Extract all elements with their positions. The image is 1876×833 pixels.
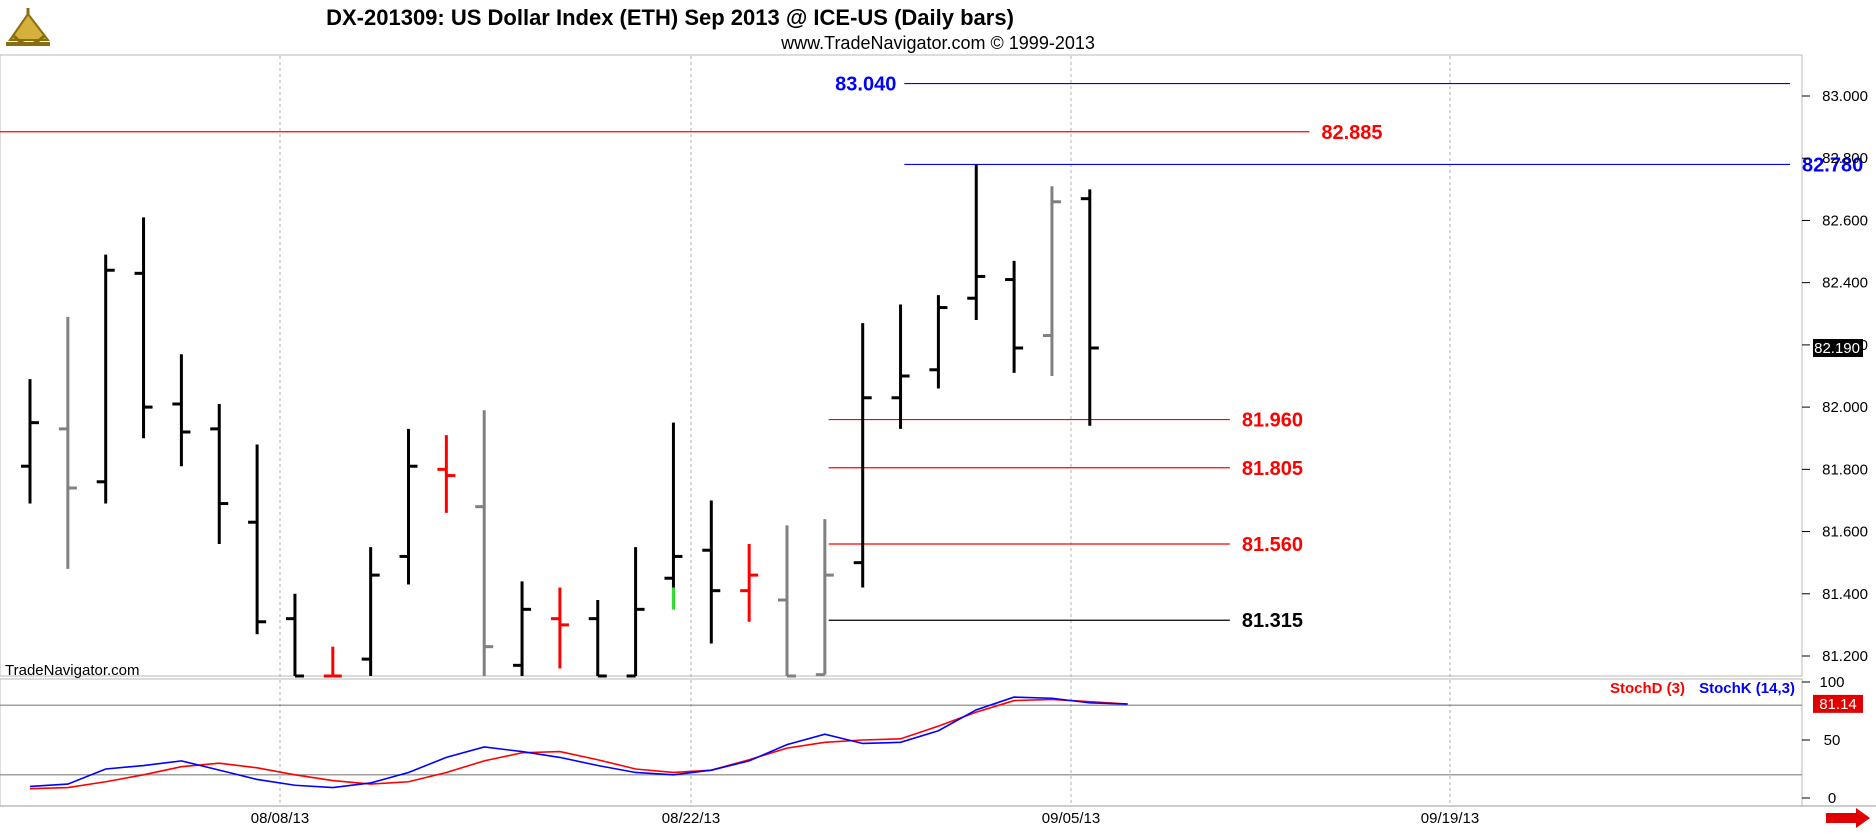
ohlc-bar <box>361 547 380 676</box>
last-price-label: 82.190 <box>1814 340 1860 357</box>
x-axis: 08/08/13 08/22/13 09/05/13 09/19/13 <box>251 810 1479 827</box>
ohlc-bar <box>740 544 759 622</box>
ohlc-bar <box>664 422 683 610</box>
ohlc-bar <box>21 379 39 504</box>
ohlc-bar <box>513 581 532 676</box>
level-label: 81.315 <box>1242 610 1303 632</box>
grid <box>279 56 1451 806</box>
price-panel-frame <box>0 54 1803 677</box>
ohlc-bar <box>778 525 796 678</box>
y-tick-label: 81.800 <box>1822 461 1868 478</box>
ohlc-bar <box>1042 186 1061 376</box>
ohlc-bar <box>134 217 153 439</box>
ohlc-bar <box>550 587 569 669</box>
stoch-y-tick-label: 0 <box>1828 790 1836 807</box>
ohlc-bar <box>929 295 948 389</box>
stoch-last-value-box <box>1813 694 1863 713</box>
y-tick-label: 82.600 <box>1822 212 1868 229</box>
ohlc-bar <box>853 323 872 588</box>
ohlc-bar <box>210 404 229 544</box>
y-tick-label: 81.400 <box>1822 586 1868 603</box>
x-tick-label: 09/05/13 <box>1042 810 1100 827</box>
legend-stochk: StochK (14,3) <box>1699 680 1795 697</box>
ohlc-bars <box>21 164 1099 678</box>
ohlc-bar <box>248 444 267 635</box>
ohlc-bar <box>1080 189 1099 426</box>
stoch-y-tick-label: 100 <box>1819 674 1844 691</box>
x-tick-label: 08/22/13 <box>662 810 720 827</box>
ohlc-bar <box>285 593 304 678</box>
level-lines: 83.040 82.885 82.780 81.960 81.805 81.560 81.3… <box>0 74 1863 632</box>
chart-title: DX-201309: US Dollar Index (ETH) Sep 201… <box>326 5 1014 30</box>
y-tick-label: 83.000 <box>1822 88 1868 105</box>
ohlc-bar <box>172 354 191 467</box>
level-label: 81.805 <box>1242 458 1303 480</box>
chart-subtitle: www.TradeNavigator.com © 1999-2013 <box>780 33 1095 53</box>
ohlc-bar <box>702 500 721 644</box>
stoch-y-tick-label: 50 <box>1824 732 1841 749</box>
y-tick-label: 82.800 <box>1822 150 1868 167</box>
x-tick-label: 08/08/13 <box>251 810 309 827</box>
stoch-series-line <box>29 698 1128 790</box>
ohlc-bar <box>323 646 342 678</box>
ohlc-bar <box>58 316 77 569</box>
level-label: 82.780 <box>1802 154 1863 176</box>
last-price-box <box>1813 339 1863 357</box>
y-tick-label: 82.400 <box>1822 275 1868 292</box>
stoch-last-value-label: 81.14 <box>1819 696 1857 713</box>
y-tick-label: 82.000 <box>1822 399 1868 416</box>
stoch-series-line <box>29 696 1128 789</box>
ohlc-bar <box>475 410 494 676</box>
x-tick-label: 09/19/13 <box>1421 810 1479 827</box>
ohlc-bar <box>815 519 834 677</box>
level-label: 81.960 <box>1242 410 1303 432</box>
watermark: TradeNavigator.com <box>5 662 140 679</box>
scroll-right-arrow-icon[interactable] <box>1826 808 1870 828</box>
y-tick-label: 81.200 <box>1822 648 1868 665</box>
ohlc-bar <box>96 254 115 504</box>
ohlc-bar <box>967 164 986 320</box>
level-label: 82.885 <box>1321 122 1382 144</box>
stochastic-panel: StochD (3) StochK (14,3) <box>0 680 1802 790</box>
ohlc-bar <box>626 547 645 678</box>
level-label: 81.560 <box>1242 534 1303 556</box>
y-axis: 83.00082.80082.60082.40082.20082.00081.8… <box>1802 88 1868 807</box>
ohlc-bar <box>588 600 607 678</box>
y-tick-label: 81.600 <box>1822 524 1868 541</box>
ohlc-bar <box>437 435 456 513</box>
ohlc-bar <box>399 428 418 585</box>
level-label: 83.040 <box>835 74 896 96</box>
sextant-logo-icon <box>6 8 51 46</box>
ohlc-bar <box>1005 260 1024 373</box>
ohlc-bar <box>891 304 910 429</box>
legend-stochd: StochD (3) <box>1610 680 1685 697</box>
